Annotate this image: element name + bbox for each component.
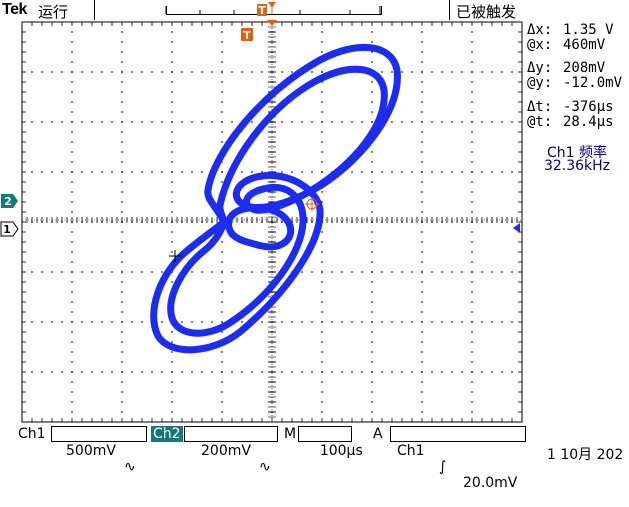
ch2-marker[interactable]: 2 xyxy=(1,194,18,208)
readout-dt-label: Δt: xyxy=(527,100,563,115)
readout-atx-label: @x: xyxy=(527,38,563,53)
trigger-marker-text: T xyxy=(243,29,251,42)
readout-atx-value: 460mV xyxy=(563,37,605,53)
readout-dt-value: -376μs xyxy=(563,99,614,115)
graticule-grid xyxy=(22,22,522,422)
ch2-label[interactable]: Ch2 xyxy=(151,426,183,442)
readout-dx: Δx: 1.35 V xyxy=(527,23,614,38)
trigger-source: Ch1 xyxy=(397,443,425,459)
readout-aty-value: -12.0mV xyxy=(563,75,622,91)
readout-dy-value: 208mV xyxy=(563,60,605,76)
trigger-position-marker: T xyxy=(257,2,276,17)
readout-dy: Δy: 208mV xyxy=(527,61,605,76)
ch2-scale-box[interactable]: 200mV ∿ xyxy=(184,426,278,442)
right-level-marker xyxy=(513,223,520,233)
readout-att: @t: 28.4μs xyxy=(527,115,614,130)
ch1-label[interactable]: Ch1 xyxy=(18,426,46,442)
timebase-label: M xyxy=(284,426,296,442)
readout-aty: @y: -12.0mV xyxy=(527,76,622,91)
trigger-box[interactable]: Ch1 ∫ 20.0mV xyxy=(390,426,526,442)
status-bar: Ch1 500mV ∿ Ch2 200mV ∿ M 100μs A Ch1 ∫ … xyxy=(18,426,526,442)
ch1-marker[interactable]: 1 xyxy=(1,222,18,236)
ch1-coupling-icon: ∿ xyxy=(124,459,136,475)
trigger-mode: A xyxy=(373,426,383,442)
ch1-scale-box[interactable]: 500mV ∿ xyxy=(51,426,147,442)
trigger-position-text: T xyxy=(258,4,266,17)
timebase-box[interactable]: 100μs xyxy=(298,426,352,442)
readout-dt: Δt: -376μs xyxy=(527,100,614,115)
readout-dx-value: 1.35 V xyxy=(563,22,614,38)
readout-dy-label: Δy: xyxy=(527,61,563,76)
ch2-scale: 200mV xyxy=(201,443,251,459)
trigger-marker: T xyxy=(241,20,277,42)
readout-atx: @x: 460mV xyxy=(527,38,605,53)
ch1-marker-text: 1 xyxy=(3,223,11,236)
readout-dx-label: Δx: xyxy=(527,23,563,38)
readout-aty-label: @y: xyxy=(527,76,563,91)
date-readout: 1 10月 202 xyxy=(547,444,623,464)
readout-att-value: 28.4μs xyxy=(563,114,614,130)
ch2-marker-text: 2 xyxy=(4,195,12,208)
measurement-value: 32.36kHz xyxy=(527,158,627,174)
xy-trace xyxy=(154,47,398,349)
timebase-value: 100μs xyxy=(320,443,363,459)
readout-att-label: @t: xyxy=(527,115,563,130)
ch1-scale: 500mV xyxy=(66,443,116,459)
xy-trace-outer-loop xyxy=(154,47,398,349)
trigger-level: 20.0mV xyxy=(463,475,517,491)
trigger-slope-icon: ∫ xyxy=(439,459,446,475)
ch2-coupling-icon: ∿ xyxy=(259,459,271,475)
